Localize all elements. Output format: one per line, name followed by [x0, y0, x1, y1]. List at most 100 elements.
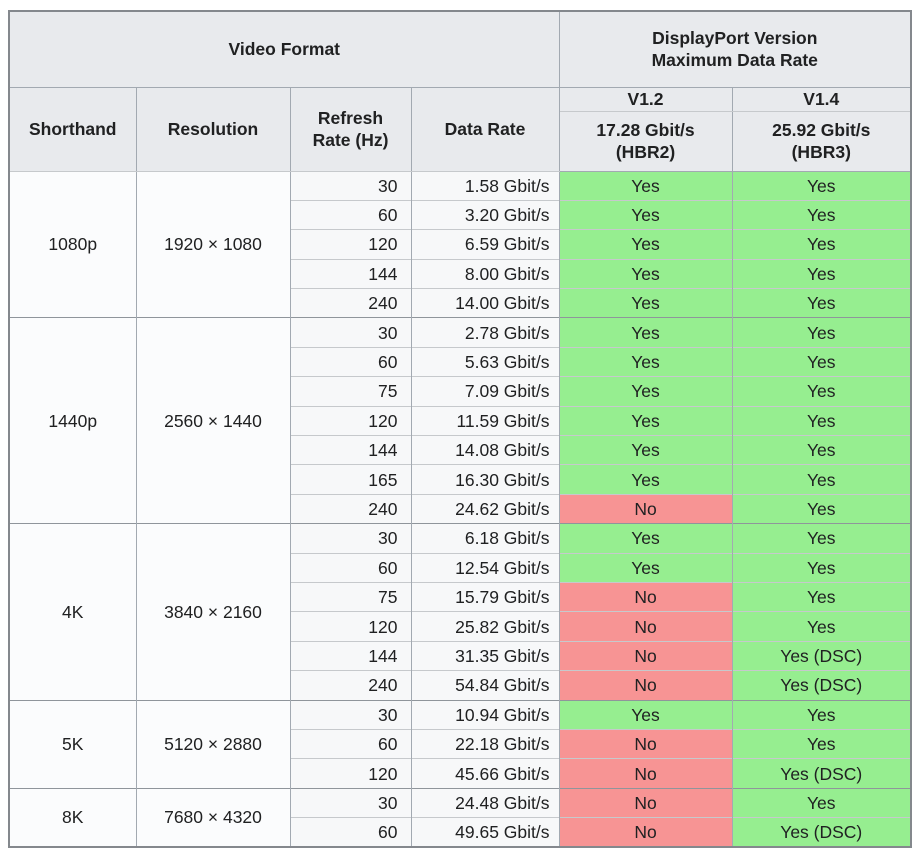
header-group-row: Video Format DisplayPort Version Maximum…	[8, 10, 912, 88]
video-format-group-label: Video Format	[228, 39, 341, 60]
v14-support-cell: Yes	[731, 258, 912, 289]
table-row: 120 25.82 Gbit/s No Yes	[9, 611, 912, 642]
v14-support-cell: Yes	[731, 346, 912, 377]
data-rate-cell: 11.59 Gbit/s	[410, 405, 560, 436]
refresh-rate-cell: 30	[289, 787, 412, 818]
table-row: 165 16.30 Gbit/s Yes Yes	[9, 464, 912, 495]
v12-support-cell: No	[558, 640, 733, 671]
v14-support-cell: Yes	[731, 787, 912, 818]
refresh-rate-cell: 60	[289, 817, 412, 847]
data-rate-cell: 6.18 Gbit/s	[410, 523, 560, 554]
v14-support-cell: Yes	[731, 728, 912, 759]
refresh-rate-cell: 30	[289, 317, 412, 348]
table-row: 4K 3840 × 2160 30 6.18 Gbit/s Yes Yes	[8, 523, 912, 701]
v12-support-cell: No	[558, 611, 733, 642]
v14-support-cell: Yes	[731, 464, 912, 495]
table-row: 60 22.18 Gbit/s No Yes	[9, 728, 912, 759]
v12-support-cell: Yes	[558, 523, 733, 554]
shorthand-cell: 5K	[8, 699, 137, 789]
v14-column-header: V1.4	[731, 86, 912, 112]
v14-support-cell: Yes	[731, 376, 912, 407]
data-rate-cell: 8.00 Gbit/s	[410, 258, 560, 289]
refresh-rate-cell: 144	[289, 640, 412, 671]
refresh-rate-cell: 30	[289, 523, 412, 554]
refresh-rate-cell: 144	[289, 435, 412, 465]
table-row: 1080p 1920 × 1080 30 1.58 Gbit/s Yes Yes	[8, 170, 912, 318]
v14-support-cell: Yes (DSC)	[731, 817, 912, 847]
v12-support-cell: Yes	[558, 464, 733, 495]
v12-support-cell: No	[558, 493, 733, 524]
v12-support-cell: Yes	[558, 405, 733, 436]
v14-support-cell: Yes	[731, 199, 912, 230]
data-rate-cell: 45.66 Gbit/s	[410, 758, 560, 789]
v14-support-cell: Yes	[731, 699, 912, 730]
shorthand-cell: 8K	[8, 787, 137, 847]
table-row: 1440p 2560 × 1440 30 2.78 Gbit/s Yes Yes	[8, 317, 912, 524]
refresh-rate-cell: 240	[289, 288, 412, 318]
shorthand-cell: 1440p	[8, 317, 137, 524]
v14-maxrate-header: 25.92 Gbit/s (HBR3)	[731, 110, 912, 172]
v14-maxrate-label: 25.92 Gbit/s (HBR3)	[772, 120, 871, 162]
v12-support-cell: Yes	[558, 552, 733, 583]
table-row: 60 3.20 Gbit/s Yes Yes	[9, 199, 912, 230]
data-rate-cell: 31.35 Gbit/s	[410, 640, 560, 671]
v14-support-cell: Yes	[731, 581, 912, 612]
data-rate-cell: 24.62 Gbit/s	[410, 493, 560, 524]
table-row: 75 15.79 Gbit/s No Yes	[9, 581, 912, 612]
v12-support-cell: No	[558, 728, 733, 759]
table-row: 240 14.00 Gbit/s Yes Yes	[9, 288, 912, 318]
table-row: 240 54.84 Gbit/s No Yes (DSC)	[9, 670, 912, 701]
data-rate-cell: 49.65 Gbit/s	[410, 817, 560, 847]
resolution-cell: 1920 × 1080	[135, 170, 291, 318]
data-rate-cell: 10.94 Gbit/s	[410, 699, 560, 730]
v12-support-cell: Yes	[558, 199, 733, 230]
v12-maxrate-header: 17.28 Gbit/s (HBR2)	[558, 110, 733, 172]
v14-support-cell: Yes	[731, 288, 912, 318]
refresh-rate-cell: 75	[289, 581, 412, 612]
table-row: 60 5.63 Gbit/s Yes Yes	[9, 346, 912, 377]
displayport-version-group-label: DisplayPort Version Maximum Data Rate	[651, 28, 818, 71]
refresh-rate-column-header: Refresh Rate (Hz)	[289, 86, 412, 172]
table-row: 144 14.08 Gbit/s Yes Yes	[9, 435, 912, 465]
table-row: 8K 7680 × 4320 30 24.48 Gbit/s No Yes	[8, 787, 912, 847]
refresh-rate-column-label: Refresh Rate (Hz)	[312, 108, 389, 150]
data-rate-cell: 25.82 Gbit/s	[410, 611, 560, 642]
table-row: 120 45.66 Gbit/s No Yes (DSC)	[9, 758, 912, 789]
v14-support-cell: Yes	[731, 405, 912, 436]
table-body: 1080p 1920 × 1080 30 1.58 Gbit/s Yes Yes 60 3.2…	[8, 170, 912, 847]
table-row: 60 49.65 Gbit/s No Yes (DSC)	[9, 817, 912, 847]
shorthand-cell: 1080p	[8, 170, 137, 318]
refresh-rate-cell: 60	[289, 552, 412, 583]
v14-support-cell: Yes	[731, 435, 912, 465]
resolution-cell: 3840 × 2160	[135, 523, 291, 701]
displayport-version-group-header: DisplayPort Version Maximum Data Rate	[558, 10, 912, 88]
resolution-cell: 2560 × 1440	[135, 317, 291, 524]
v12-maxrate-label: 17.28 Gbit/s (HBR2)	[596, 120, 695, 162]
data-rate-cell: 24.48 Gbit/s	[410, 787, 560, 818]
table-row: 144 31.35 Gbit/s No Yes (DSC)	[9, 640, 912, 671]
header-columns-row: Shorthand Resolution Refresh Rate (Hz) D…	[8, 86, 912, 172]
v12-support-cell: Yes	[558, 699, 733, 730]
refresh-rate-cell: 60	[289, 728, 412, 759]
table-row: 75 7.09 Gbit/s Yes Yes	[9, 376, 912, 407]
refresh-rate-cell: 30	[289, 170, 412, 201]
refresh-rate-cell: 30	[289, 699, 412, 730]
v12-support-cell: No	[558, 787, 733, 818]
v12-support-cell: Yes	[558, 435, 733, 465]
data-rate-cell: 22.18 Gbit/s	[410, 728, 560, 759]
v14-support-cell: Yes	[731, 611, 912, 642]
refresh-rate-cell: 120	[289, 229, 412, 260]
v12-support-cell: No	[558, 817, 733, 847]
refresh-rate-cell: 144	[289, 258, 412, 289]
video-format-group-header: Video Format	[8, 10, 560, 88]
refresh-rate-cell: 75	[289, 376, 412, 407]
v14-support-cell: Yes	[731, 170, 912, 201]
resolution-column-header: Resolution	[135, 86, 291, 172]
v12-support-cell: Yes	[558, 229, 733, 260]
data-rate-cell: 1.58 Gbit/s	[410, 170, 560, 201]
v12-column-header: V1.2	[558, 86, 733, 112]
displayport-support-table: Video Format DisplayPort Version Maximum…	[8, 10, 913, 848]
v12-support-cell: Yes	[558, 346, 733, 377]
v12-support-cell: Yes	[558, 288, 733, 318]
data-rate-cell: 14.08 Gbit/s	[410, 435, 560, 465]
